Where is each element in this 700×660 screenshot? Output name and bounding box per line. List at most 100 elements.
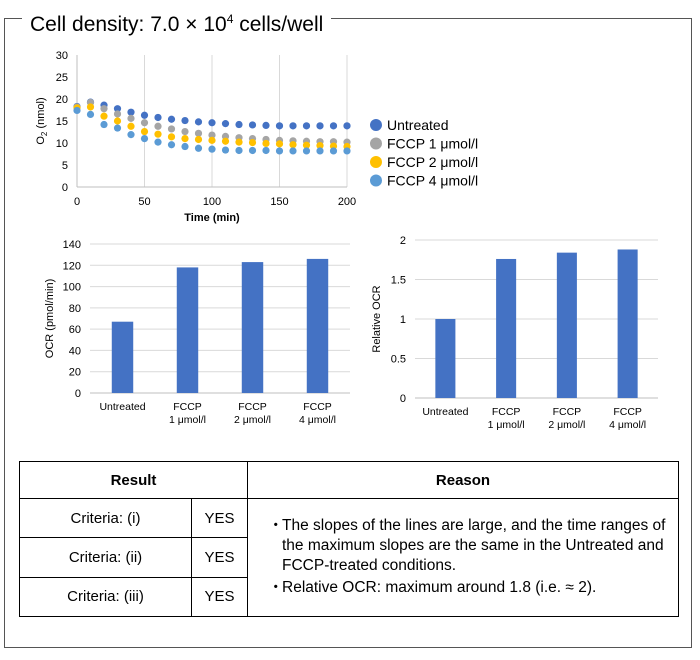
data-point (100, 120, 108, 129)
reason-item: ・ Relative OCR: maximum around 1.8 (i.e.… (268, 578, 668, 598)
bar (496, 258, 517, 398)
data-point (167, 115, 176, 123)
y-tick-label: 2 (400, 235, 406, 247)
bar (435, 319, 456, 398)
data-point (235, 138, 243, 146)
x-tick-label: 4 μmol/l (299, 414, 336, 426)
y-tick-label: 0.5 (391, 354, 406, 366)
data-point (194, 144, 203, 152)
reason-text: Relative OCR: maximum around 1.8 (i.e. ≈… (282, 578, 597, 596)
header-result: Result (19, 460, 248, 500)
data-point (208, 119, 216, 127)
y-tick-label: 5 (62, 160, 68, 172)
data-point (302, 122, 311, 130)
legend-marker (370, 156, 382, 168)
data-point (113, 110, 122, 118)
bullet: ・ (268, 578, 284, 596)
y-tick-label: 100 (63, 282, 81, 294)
reason-text: The slopes of the lines are large, and t… (282, 516, 666, 574)
criteria-table: Result Reason Criteria: (i) YES ・ The sl… (19, 460, 679, 618)
criteria-cell: Criteria: (ii) (19, 537, 192, 578)
table-header-row: Result Reason (19, 460, 679, 500)
legend-label: Untreated (387, 117, 448, 133)
data-point (154, 113, 162, 122)
reason-item: ・ The slopes of the lines are large, and… (268, 516, 668, 576)
data-point (86, 110, 95, 118)
content-frame (4, 18, 692, 648)
legend-label: FCCP 1 μmol/l (387, 136, 478, 152)
x-tick-label: FCCP (553, 406, 582, 418)
y-tick-label: 0 (400, 393, 406, 405)
y-tick-label: 1.5 (391, 275, 406, 287)
data-point (316, 147, 324, 155)
x-axis-title: Time (min) (184, 212, 240, 224)
data-point (100, 112, 108, 120)
y-tick-label: 0 (75, 388, 81, 400)
x-tick-label: 4 μmol/l (609, 419, 646, 431)
data-point (181, 135, 189, 143)
table-row: Criteria: (i) YES ・ The slopes of the li… (19, 498, 679, 617)
bar (617, 249, 638, 398)
table-row: Criteria: (iii) YES (19, 576, 679, 618)
data-point (329, 147, 338, 155)
x-tick-label: 1 μmol/l (169, 414, 206, 426)
y-tick-label: 10 (56, 138, 68, 150)
y-tick-label: 60 (69, 324, 81, 336)
y-tick-label: 1 (400, 314, 406, 326)
data-point (275, 122, 284, 130)
data-point (127, 131, 135, 139)
data-point (208, 145, 216, 153)
data-point (154, 122, 162, 130)
x-tick-label: FCCP (173, 401, 202, 413)
y-tick-label: 20 (56, 94, 68, 106)
x-tick-label: FCCP (492, 406, 521, 418)
y-tick-label: 120 (63, 260, 81, 272)
legend-label: FCCP 4 μmol/l (387, 173, 478, 189)
data-point (316, 142, 324, 150)
data-point (100, 105, 108, 113)
data-point (73, 106, 81, 115)
data-point (262, 146, 270, 155)
x-tick-label: 150 (270, 196, 288, 208)
data-point (154, 130, 162, 138)
legend-marker (370, 119, 382, 131)
bar (111, 321, 134, 393)
y-tick-label: 40 (69, 345, 81, 357)
criteria-cell: Criteria: (i) (19, 498, 192, 539)
data-point (343, 122, 351, 130)
y-tick-label: 30 (56, 50, 68, 62)
x-tick-label: 100 (203, 196, 221, 208)
data-point (194, 135, 203, 144)
x-tick-label: Untreated (422, 406, 468, 418)
bullet: ・ (268, 516, 284, 534)
data-point (167, 141, 176, 149)
data-point (275, 140, 284, 148)
data-point (262, 121, 270, 129)
y-tick-label: 15 (56, 116, 68, 128)
data-point (221, 146, 230, 154)
data-point (329, 122, 338, 130)
x-tick-label: FCCP (303, 401, 332, 413)
data-point (302, 147, 311, 155)
header-reason: Reason (247, 460, 679, 500)
data-point (127, 108, 135, 116)
data-point (140, 135, 149, 143)
y-tick-label: 0 (62, 182, 68, 194)
data-point (208, 136, 216, 144)
data-point (113, 117, 122, 125)
answer-cell: YES (191, 576, 248, 618)
data-point (140, 119, 149, 127)
answer-cell: YES (191, 498, 248, 539)
page-title: Cell density: 7.0 × 104 cells/well (22, 6, 332, 38)
data-point (140, 111, 149, 119)
data-point (221, 137, 230, 145)
answer-cell: YES (191, 537, 248, 578)
legend-label: FCCP 2 μmol/l (387, 154, 478, 170)
data-point (181, 127, 189, 136)
data-point (289, 122, 297, 130)
x-tick-label: Untreated (99, 401, 145, 413)
data-point (194, 118, 203, 126)
y-tick-label: 140 (63, 239, 81, 251)
